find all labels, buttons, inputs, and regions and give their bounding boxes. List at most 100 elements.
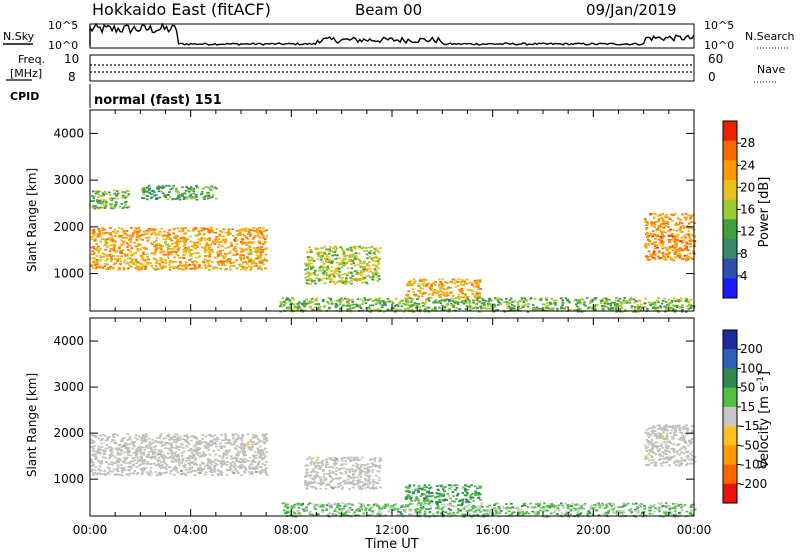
power-data-cell xyxy=(149,197,153,200)
power-data-cell xyxy=(182,198,186,201)
velocity-data-cell xyxy=(224,453,228,456)
power-data-cell xyxy=(246,262,249,265)
power-data-cell xyxy=(378,258,381,261)
power-data-cell xyxy=(142,253,145,255)
power-data-cell xyxy=(311,300,315,303)
velocity-data-cell xyxy=(412,484,416,487)
power-data-cell xyxy=(122,242,125,245)
velocity-data-cell xyxy=(116,469,120,471)
power-data-cell xyxy=(447,286,451,289)
velocity-data-cell xyxy=(452,484,456,487)
power-data-cell xyxy=(614,299,618,302)
power-data-cell xyxy=(342,253,345,256)
power-data-cell xyxy=(463,280,467,283)
power-data-cell xyxy=(317,254,321,256)
power-data-cell xyxy=(189,268,193,270)
power-data-cell xyxy=(198,255,202,257)
power-data-cell xyxy=(242,250,246,252)
velocity-data-cell xyxy=(364,477,367,480)
power-data-cell xyxy=(632,311,635,313)
power-data-cell xyxy=(281,305,284,307)
velocity-data-cell xyxy=(598,506,602,509)
velocity-data-cell xyxy=(314,466,317,469)
power-data-cell xyxy=(564,306,568,308)
power-data-cell xyxy=(374,299,377,301)
power-data-cell xyxy=(442,294,445,296)
power-data-cell xyxy=(221,235,224,238)
power-data-cell xyxy=(352,278,356,281)
velocity-data-cell xyxy=(333,464,336,466)
nave-tick-bottom: 0 xyxy=(708,70,716,84)
velocity-data-cell xyxy=(200,469,203,472)
power-data-cell xyxy=(342,262,346,265)
power-data-cell xyxy=(250,261,253,263)
power-data-cell xyxy=(338,262,342,265)
velocity-data-cell xyxy=(360,508,363,511)
power-data-cell xyxy=(408,304,412,307)
power-data-cell xyxy=(309,299,312,302)
power-data-cell xyxy=(185,261,188,264)
power-data-cell xyxy=(228,252,231,254)
velocity-data-cell xyxy=(136,456,139,459)
velocity-data-cell xyxy=(133,470,137,472)
power-data-cell xyxy=(120,252,124,254)
velocity-data-cell xyxy=(325,461,329,464)
velocity-data-cell xyxy=(141,446,144,449)
power-data-cell xyxy=(168,266,172,269)
velocity-data-cell xyxy=(319,480,323,483)
velocity-data-cell xyxy=(176,439,179,442)
power-data-cell xyxy=(424,310,427,313)
power-colorbar-swatch xyxy=(723,180,737,201)
velocity-data-cell xyxy=(165,434,169,437)
power-data-cell xyxy=(573,299,576,302)
power-data-cell xyxy=(659,306,663,309)
velocity-data-cell xyxy=(437,495,441,498)
power-data-cell xyxy=(195,252,198,254)
velocity-data-cell xyxy=(183,473,187,475)
velocity-data-cell xyxy=(342,480,345,483)
power-data-cell xyxy=(259,230,262,232)
velocity-data-cell xyxy=(305,471,308,474)
power-colorbar-tick: 20 xyxy=(740,180,755,194)
power-data-cell xyxy=(127,249,130,251)
power-data-cell xyxy=(177,243,180,246)
velocity-data-cell xyxy=(358,486,362,489)
power-data-cell xyxy=(681,258,684,260)
power-data-cell xyxy=(393,305,397,307)
power-data-cell xyxy=(629,297,633,300)
power-data-cell xyxy=(263,259,266,262)
velocity-data-cell xyxy=(547,504,550,507)
velocity-data-cell xyxy=(173,452,176,455)
velocity-data-cell xyxy=(142,435,145,437)
power-data-cell xyxy=(652,250,656,253)
power-data-cell xyxy=(316,251,319,254)
velocity-data-cell xyxy=(244,467,247,470)
power-data-cell xyxy=(362,250,366,252)
velocity-data-cell xyxy=(378,476,381,479)
power-data-cell xyxy=(374,297,378,300)
velocity-data-cell xyxy=(259,454,263,457)
power-data-cell xyxy=(221,264,224,266)
power-data-cell xyxy=(299,309,303,312)
velocity-data-cell xyxy=(351,482,354,485)
power-data-cell xyxy=(374,260,377,263)
velocity-data-cell xyxy=(198,440,202,442)
velocity-data-cell xyxy=(96,452,100,455)
power-data-cell xyxy=(111,239,114,241)
velocity-data-cell xyxy=(400,506,403,508)
power-data-cell xyxy=(667,230,670,232)
velocity-data-cell xyxy=(497,508,501,511)
velocity-data-cell xyxy=(333,460,337,463)
power-data-cell xyxy=(96,199,99,201)
power-data-cell xyxy=(260,246,263,248)
velocity-data-cell xyxy=(417,487,421,490)
power-data-cell xyxy=(129,251,132,254)
power-data-cell xyxy=(195,260,198,263)
velocity-data-cell xyxy=(358,458,362,461)
power-data-cell xyxy=(423,308,427,311)
power-data-cell xyxy=(101,200,105,203)
velocity-data-cell xyxy=(93,445,96,447)
power-data-cell xyxy=(476,307,479,310)
velocity-data-cell xyxy=(219,462,223,465)
power-data-cell xyxy=(579,302,582,305)
